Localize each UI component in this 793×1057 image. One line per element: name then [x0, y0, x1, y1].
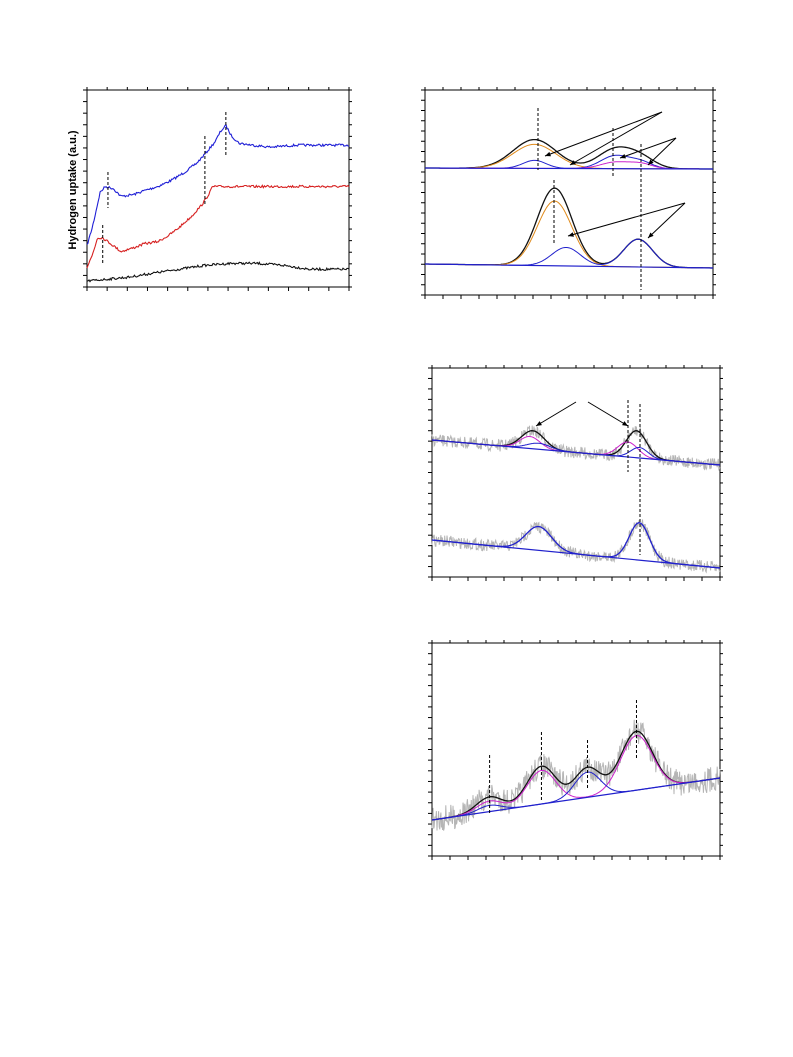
panel-a-series-line-2 [87, 261, 350, 283]
panel-b-ticks [421, 87, 716, 299]
panel-b-arrow-head [545, 151, 551, 157]
panel-d-markers [489, 700, 637, 815]
panel-b-arrow-line [544, 111, 663, 157]
panel-b-arrow-head [620, 153, 626, 159]
panel-a-ticks [83, 87, 352, 291]
panel-b-series-line-6 [425, 238, 713, 269]
panel-b-arrow-line [567, 202, 686, 237]
panel-c-ticks [428, 365, 723, 581]
panel-b-arrow-head [648, 232, 654, 238]
panel-c-arrow-head [622, 421, 628, 426]
panel-a-series-line-0 [86, 124, 350, 245]
panel-d-ticks [428, 640, 723, 860]
panel-b [421, 87, 716, 299]
panel-d [428, 640, 723, 860]
panel-c-baseline [431, 439, 721, 466]
panel-b-arrow-line [619, 137, 677, 159]
panel-b-series-line-1 [425, 143, 713, 170]
panel-a-series-line-1 [86, 184, 350, 269]
panel-c [428, 365, 723, 581]
panel-c-arrow-line [587, 401, 629, 427]
panel-c-baseline [431, 539, 721, 569]
panel-c-series [431, 430, 721, 569]
panel-b-arrow-line [569, 111, 663, 166]
panel-d-baseline [431, 777, 721, 821]
panel-d-raw-data [431, 719, 721, 831]
panel-d-raw-trace [431, 719, 721, 831]
panel-c-annotations [535, 400, 641, 555]
panel-a-series [86, 124, 350, 283]
panel-d-frame [431, 642, 721, 857]
panel-c-frame [431, 367, 721, 578]
panel-b-series [424, 138, 714, 269]
panel-c-arrow-line [535, 401, 577, 427]
panel-b-series-line-4 [425, 187, 713, 269]
panel-a-y-axis-label: Hydrogen uptake (a.u.) [67, 130, 79, 250]
panel-b-arrow-line [647, 202, 686, 239]
panel-hydrogen-uptake: Hydrogen uptake (a.u.) [67, 87, 352, 291]
panel-a-frame [86, 89, 350, 288]
panel-b-arrow-head [568, 232, 574, 237]
panel-a-markers [102, 112, 227, 265]
panel-b-arrow-head [570, 160, 576, 165]
panel-c-arrow-head [536, 421, 542, 426]
panel-d-series-line-1 [431, 734, 721, 821]
panel-b-baseline [424, 263, 714, 269]
panel-d-series [431, 730, 721, 821]
panel-c-raw-trace [431, 425, 721, 471]
panel-c-series-line-3 [431, 522, 721, 569]
panel-b-arrow-line [647, 137, 677, 166]
panel-b-annotations [537, 108, 686, 290]
panel-b-arrow-head [648, 159, 654, 165]
panel-b-baseline [424, 167, 714, 170]
panel-c-raw-data [431, 425, 721, 574]
